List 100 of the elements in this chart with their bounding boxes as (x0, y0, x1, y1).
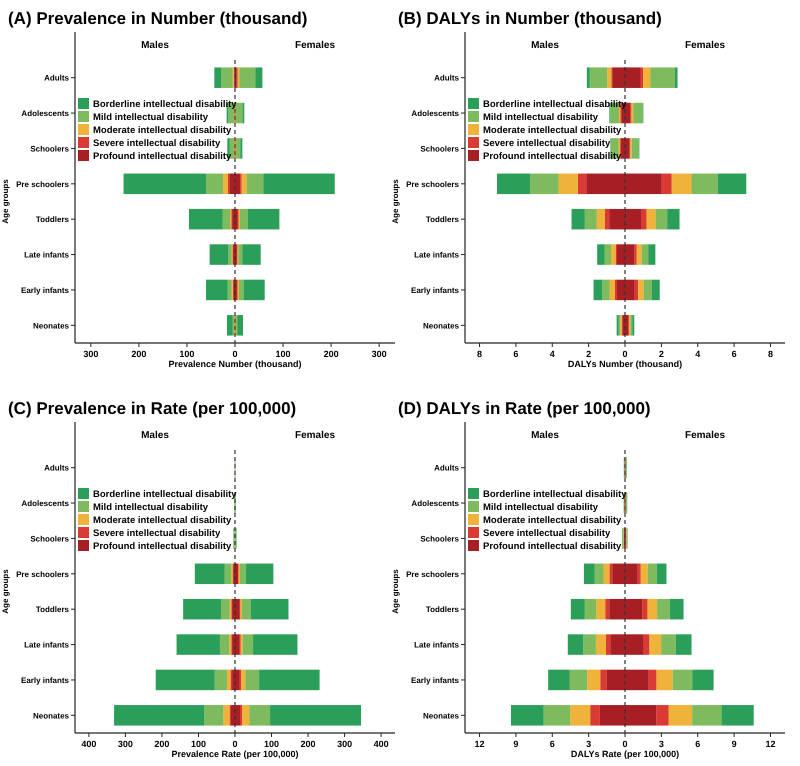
x-axis-title: Prevalence Rate (per 100,000) (171, 749, 299, 759)
y-tick-label: Early infants (20, 676, 70, 685)
x-tick-label: 0 (232, 739, 238, 749)
y-axis-title: Age groups (391, 568, 400, 614)
legend-label: Profound intellectual disability (93, 151, 232, 162)
x-tick-label: 300 (118, 739, 133, 749)
y-tick-label: Toddlers (426, 605, 460, 614)
x-tick-label: 9 (732, 739, 737, 749)
y-tick-label: Late infants (24, 640, 70, 650)
x-tick-label: 8 (768, 349, 773, 359)
y-tick-label: Neonates (422, 321, 460, 330)
y-tick-label: Pre schoolers (16, 180, 70, 189)
chart-title: (D) DALYs in Rate (per 100,000) (398, 399, 651, 418)
x-tick-label: 200 (154, 739, 170, 749)
y-tick-label: Early infants (410, 286, 460, 295)
x-tick-label: 9 (513, 739, 518, 749)
y-tick-label: Pre schoolers (16, 570, 70, 579)
legend-label: Moderate intellectual disability (483, 515, 622, 526)
y-tick-label: Adults (44, 464, 70, 473)
y-tick-label: Toddlers (36, 215, 70, 224)
x-tick-label: 400 (81, 739, 96, 749)
annotation: Females (294, 430, 336, 441)
x-tick-label: 200 (300, 739, 316, 749)
x-tick-label: 200 (324, 349, 339, 359)
x-tick-label: 0 (622, 739, 628, 749)
y-tick-label: Early infants (20, 286, 70, 295)
legend-label: Mild intellectual disability (483, 502, 599, 513)
legend-label: Mild intellectual disability (93, 502, 209, 513)
y-tick-label: Toddlers (36, 605, 70, 614)
x-tick-label: 0 (622, 349, 628, 359)
legend-label: Mild intellectual disability (93, 112, 209, 123)
y-tick-label: Schoolers (30, 534, 70, 544)
annotation: Males (141, 40, 170, 51)
y-tick-label: Adolescents (411, 499, 460, 508)
x-tick-label: 400 (374, 739, 389, 749)
chart-title: (C) Prevalence in Rate (per 100,000) (8, 399, 296, 418)
y-tick-label: Early infants (410, 676, 460, 685)
annotation: Males (141, 430, 170, 441)
annotation: Females (684, 430, 726, 441)
annotation: Females (294, 40, 336, 51)
y-tick-label: Adolescents (21, 499, 70, 508)
x-tick-label: 6 (732, 349, 737, 359)
legend-label: Severe intellectual disability (93, 138, 221, 149)
x-tick-label: 6 (550, 739, 555, 749)
y-tick-label: Adolescents (411, 109, 460, 118)
y-tick-label: Schoolers (30, 144, 70, 154)
x-tick-label: 300 (83, 349, 98, 359)
y-tick-label: Pre schoolers (406, 180, 460, 189)
legend-label: Moderate intellectual disability (483, 125, 622, 136)
y-tick-label: Schoolers (420, 144, 460, 154)
x-tick-label: 100 (190, 739, 206, 749)
chart-title: (B) DALYs in Number (thousand) (398, 9, 662, 28)
y-tick-label: Neonates (32, 711, 70, 720)
y-tick-label: Late infants (414, 250, 460, 260)
x-tick-label: 4 (550, 349, 555, 359)
y-tick-label: Late infants (24, 250, 70, 260)
y-tick-label: Adults (44, 74, 70, 83)
legend-label: Profound intellectual disability (483, 151, 622, 162)
y-tick-label: Late infants (414, 640, 460, 650)
x-tick-label: 6 (695, 739, 700, 749)
y-tick-label: Schoolers (420, 534, 460, 544)
x-tick-label: 8 (477, 349, 482, 359)
y-tick-label: Adults (434, 74, 460, 83)
x-tick-label: 100 (179, 349, 194, 359)
y-tick-label: Adolescents (21, 109, 70, 118)
x-tick-label: 100 (276, 349, 291, 359)
y-tick-label: Toddlers (426, 215, 460, 224)
x-tick-label: 12 (765, 739, 776, 749)
x-axis-title: DALYs Rate (per 100,000) (570, 749, 680, 759)
x-tick-label: 12 (474, 739, 485, 749)
y-axis-title: Age groups (1, 178, 10, 224)
x-tick-label: 3 (658, 739, 664, 749)
annotation: Males (531, 430, 560, 441)
chart-title: (A) Prevalence in Number (thousand) (8, 9, 308, 28)
x-tick-label: 6 (513, 349, 518, 359)
y-axis-title: Age groups (391, 178, 400, 224)
legend-label: Moderate intellectual disability (93, 515, 232, 526)
x-tick-label: 300 (337, 739, 352, 749)
legend-label: Moderate intellectual disability (93, 125, 232, 136)
legend-label: Severe intellectual disability (483, 138, 611, 149)
annotation: Males (531, 40, 560, 51)
legend-label: Borderline intellectual disability (93, 489, 238, 500)
x-tick-label: 2 (586, 349, 592, 359)
legend-label: Profound intellectual disability (483, 541, 622, 552)
x-tick-label: 0 (232, 349, 238, 359)
y-tick-label: Adults (434, 464, 460, 473)
y-axis-title: Age groups (1, 568, 10, 614)
x-axis-title: Prevalence Number (thousand) (168, 359, 302, 369)
x-axis-title: DALYs Number (thousand) (568, 359, 682, 369)
x-tick-label: 2 (658, 349, 664, 359)
legend-label: Severe intellectual disability (483, 528, 611, 539)
x-tick-label: 100 (264, 739, 280, 749)
legend-label: Mild intellectual disability (483, 112, 599, 123)
y-tick-label: Neonates (422, 711, 460, 720)
legend-label: Profound intellectual disability (93, 541, 232, 552)
annotation: Females (684, 40, 726, 51)
legend-label: Severe intellectual disability (93, 528, 221, 539)
y-tick-label: Pre schoolers (406, 570, 460, 579)
x-tick-label: 3 (586, 739, 592, 749)
x-tick-label: 200 (131, 349, 146, 359)
